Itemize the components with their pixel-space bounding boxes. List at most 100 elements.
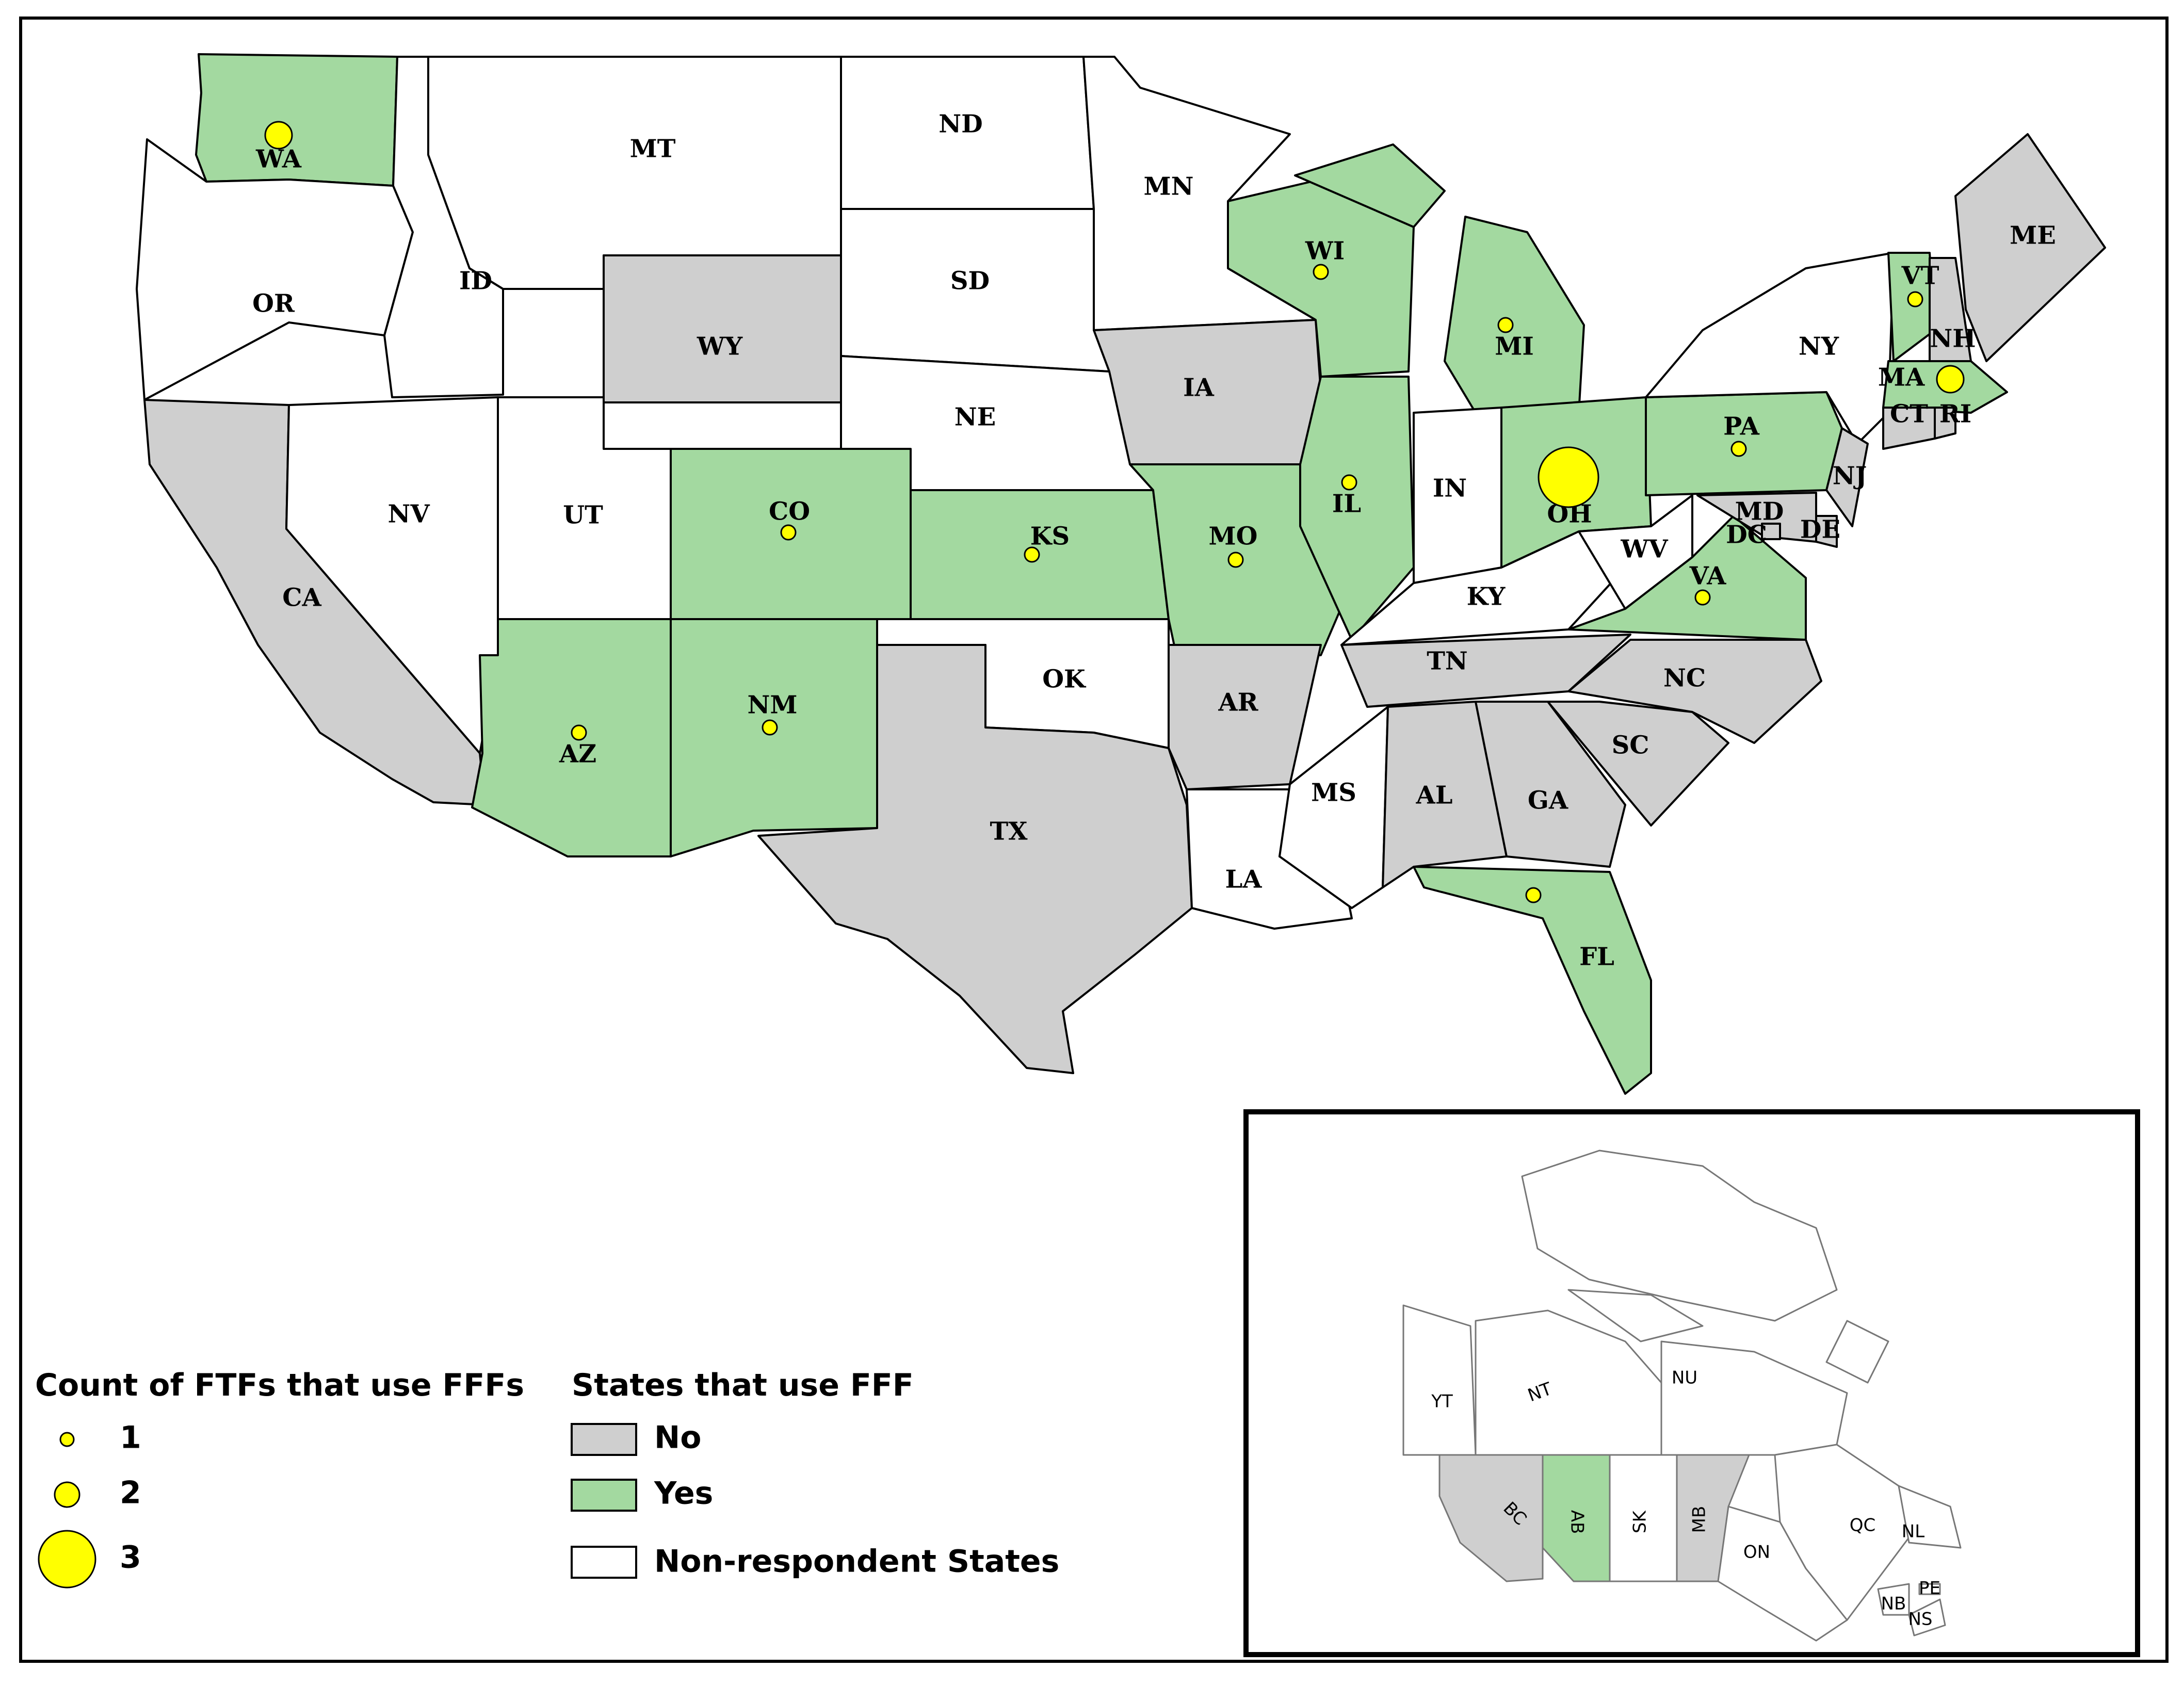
ftf-dot-MO: [1227, 552, 1244, 568]
legend-count: Count of FTFs that use FFFs 1 2 3: [35, 1367, 524, 1589]
label-NL: NL: [1902, 1521, 1924, 1542]
ftf-dot-MA: [1936, 365, 1965, 394]
province-NS: [1908, 1598, 1946, 1637]
label-PE: PE: [1919, 1578, 1940, 1599]
legend-count-symbol-2: [54, 1481, 80, 1508]
label-MB: MB: [1689, 1506, 1710, 1533]
legend-swatch-nonrespondent: [571, 1546, 637, 1579]
ftf-dot-NM: [762, 719, 778, 736]
label-VT: VT: [1901, 262, 1939, 290]
state-MD: [1696, 492, 1817, 543]
label-MT: MT: [630, 135, 676, 164]
state-AL: [1382, 701, 1508, 888]
label-CO: CO: [769, 497, 810, 526]
label-YT: YT: [1431, 1391, 1453, 1412]
label-PA: PA: [1723, 412, 1760, 441]
label-OK: OK: [1042, 665, 1087, 694]
label-NC: NC: [1663, 664, 1706, 693]
label-UT: UT: [563, 501, 603, 530]
label-SC: SC: [1612, 731, 1649, 760]
label-ID: ID: [459, 267, 492, 296]
ftf-dot-VT: [1907, 291, 1923, 307]
ftf-dot-KS: [1024, 546, 1040, 563]
ftf-dot-OH: [1538, 446, 1599, 508]
province-AB: [1542, 1454, 1611, 1582]
ftf-dot-WA: [264, 121, 293, 150]
label-NV: NV: [387, 500, 430, 529]
label-ND: ND: [939, 110, 983, 139]
label-WY: WY: [697, 332, 743, 361]
ftf-dot-PA: [1730, 441, 1747, 457]
state-RI: [1934, 407, 1956, 440]
ftf-dot-AZ: [571, 724, 587, 741]
label-NB: NB: [1881, 1594, 1906, 1614]
state-DC: [1761, 523, 1781, 540]
legend-swatch-yes: [571, 1479, 637, 1512]
label-IN: IN: [1433, 474, 1467, 503]
state-MT: [427, 56, 842, 290]
label-MS: MS: [1311, 779, 1356, 807]
label-NM: NM: [747, 691, 797, 720]
state-AR: [1168, 644, 1322, 790]
label-NU: NU: [1672, 1368, 1697, 1388]
legend-states-label-no: No: [654, 1420, 701, 1456]
state-NY: [1645, 252, 1895, 445]
state-AZ: [471, 618, 672, 857]
label-TN: TN: [1427, 647, 1468, 676]
label-DC: DC: [1726, 521, 1767, 549]
ftf-dot-MI: [1497, 317, 1514, 333]
label-FL: FL: [1579, 943, 1614, 971]
ftf-dot-FL: [1525, 887, 1542, 903]
province-QC: [1774, 1444, 1910, 1621]
legend-states: States that use FFF No Yes Non-responden…: [571, 1367, 1059, 1580]
legend-count-label-1: 1: [120, 1420, 141, 1456]
ftf-count-symbols: [264, 121, 1965, 903]
label-MI: MI: [1495, 332, 1534, 361]
label-NH: NH: [1930, 325, 1976, 353]
state-WY: [603, 254, 842, 403]
label-KS: KS: [1030, 522, 1070, 551]
legend-swatch-no: [571, 1423, 637, 1456]
label-IL: IL: [1332, 490, 1361, 519]
label-MO: MO: [1209, 522, 1258, 551]
state-WV: [1578, 494, 1693, 610]
legend-states-label-nonrespondent: Non-respondent States: [654, 1544, 1059, 1580]
label-LA: LA: [1225, 865, 1263, 894]
legend-states-label-yes: Yes: [654, 1476, 713, 1512]
label-WV: WV: [1620, 535, 1668, 564]
label-MA: MA: [1878, 363, 1925, 392]
province-PE: [1918, 1583, 1941, 1595]
legend-count-symbol-1: [59, 1432, 75, 1447]
label-GA: GA: [1528, 786, 1568, 815]
label-WA: WA: [255, 145, 302, 174]
state-NM: [670, 618, 878, 857]
state-ME: [1954, 133, 2106, 362]
label-MD: MD: [1735, 497, 1784, 526]
label-KY: KY: [1467, 582, 1506, 611]
state-TX: [757, 644, 1193, 1074]
label-SK: SK: [1630, 1510, 1651, 1533]
label-OR: OR: [252, 289, 295, 318]
legend-count-label-3: 3: [120, 1540, 141, 1576]
province-YT: [1402, 1304, 1477, 1456]
arctic-islands: [1521, 1149, 1889, 1384]
canada-inset: YT NT NU BC AB SK MB ON QC NL NB NS PE: [1243, 1109, 2140, 1657]
label-ME: ME: [2010, 221, 2056, 250]
label-IA: IA: [1183, 374, 1214, 402]
label-CA: CA: [282, 584, 321, 612]
label-CT: CT: [1890, 400, 1928, 429]
label-AR: AR: [1218, 688, 1258, 717]
label-AZ: AZ: [559, 740, 596, 769]
legend-count-label-2: 2: [120, 1475, 141, 1511]
ftf-dot-IL: [1341, 474, 1357, 491]
legend-states-title: States that use FFF: [572, 1367, 914, 1403]
label-RI: RI: [1939, 400, 1971, 429]
label-QC: QC: [1850, 1515, 1876, 1536]
state-GA: [1475, 701, 1626, 868]
label-VA: VA: [1689, 562, 1727, 591]
label-NY: NY: [1799, 332, 1839, 361]
legend-count-symbol-3: [38, 1530, 96, 1589]
ftf-dot-CO: [780, 524, 797, 541]
province-NL: [1898, 1485, 1962, 1549]
